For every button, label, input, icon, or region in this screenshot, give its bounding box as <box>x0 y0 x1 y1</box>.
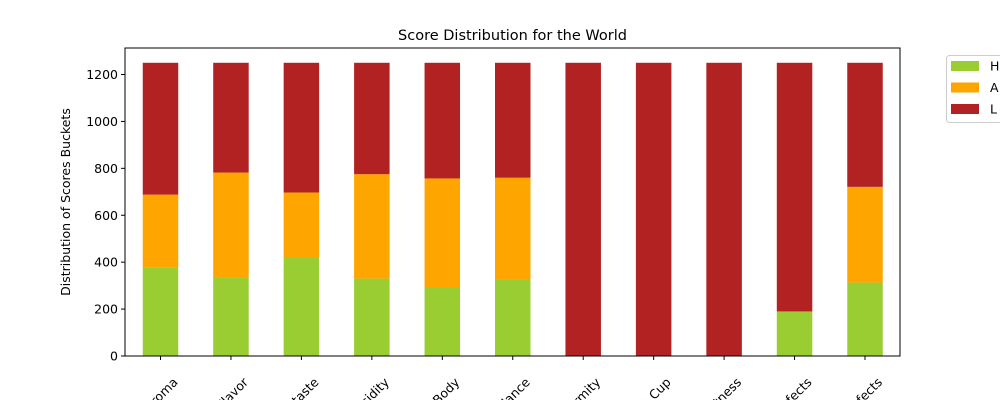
x-tick-label-uniformity: ormity <box>564 374 604 400</box>
x-axis-ticks: Aroma Flavor rtaste Acidity Body alance ormity… <box>141 356 885 400</box>
x-tick-label-acidity: Acidity <box>351 374 392 400</box>
bar-acidity-average <box>354 174 390 279</box>
y-tick-label: 1200 <box>86 67 118 82</box>
y-tick-label: 200 <box>94 302 118 317</box>
legend-label-low: L <box>990 102 997 117</box>
bar-sweetness-low <box>706 62 742 356</box>
x-tick-label-aftertaste: rtaste <box>285 374 322 400</box>
bar-balance-high <box>495 279 531 356</box>
bar-balance-average <box>495 177 531 280</box>
bar-flavor-high <box>213 277 249 356</box>
x-tick-label-balance: alance <box>493 374 533 400</box>
bar-aroma-high <box>142 267 179 356</box>
bar-balance-low <box>495 62 531 178</box>
bar-category-two-defects-average <box>847 186 883 283</box>
bar-aftertaste-average <box>283 192 320 258</box>
bar-aftertaste-high <box>283 257 320 356</box>
legend-swatch-high <box>951 61 979 71</box>
chart-title: Score Distribution for the World <box>398 28 627 44</box>
y-tick-label: 600 <box>94 208 118 223</box>
x-tick-label-body: Body <box>429 374 462 400</box>
bar-aftertaste-low <box>283 62 320 193</box>
y-tick-label: 1000 <box>86 114 118 129</box>
bar-aroma-average <box>142 194 179 268</box>
x-tick-label-category-one-defects: efects <box>777 375 815 400</box>
bar-uniformity-low <box>565 62 601 356</box>
x-tick-label-aroma: Aroma <box>141 375 181 400</box>
plot-frame <box>124 47 901 357</box>
x-tick-label-clean-cup: n.Cup <box>637 374 673 400</box>
bar-flavor-average <box>213 172 249 278</box>
bar-category-one-defects-high <box>776 311 813 356</box>
legend: HAL <box>946 55 1000 123</box>
y-tick-label: 0 <box>110 349 118 364</box>
bar-body-high <box>424 287 461 356</box>
bars-group <box>142 62 883 356</box>
y-axis-ticks: 0 200 400 600 800 1000 1200 <box>86 67 125 364</box>
bar-body-average <box>424 178 461 288</box>
x-tick-label-category-two-defects: efects <box>848 375 886 400</box>
x-tick-label-sweetness: etness <box>704 375 744 400</box>
y-axis-label: Distribution of Scores Buckets <box>58 108 73 296</box>
bar-category-two-defects-low <box>847 62 883 187</box>
legend-label-high: H <box>990 59 999 74</box>
bar-category-one-defects-low <box>776 62 813 312</box>
legend-swatch-average <box>951 82 979 93</box>
bar-category-two-defects-high <box>847 282 883 356</box>
x-tick-label-flavor: Flavor <box>213 374 251 400</box>
bar-acidity-low <box>354 62 390 175</box>
legend-label-average: A <box>990 80 999 95</box>
bar-clean-cup-low <box>635 62 672 356</box>
y-tick-label: 800 <box>94 161 118 176</box>
bar-aroma-low <box>142 62 179 195</box>
bar-body-low <box>424 62 461 179</box>
legend-swatch-low <box>951 104 979 114</box>
bar-acidity-high <box>354 278 390 356</box>
bar-flavor-low <box>213 62 249 173</box>
y-tick-label: 400 <box>94 255 118 270</box>
